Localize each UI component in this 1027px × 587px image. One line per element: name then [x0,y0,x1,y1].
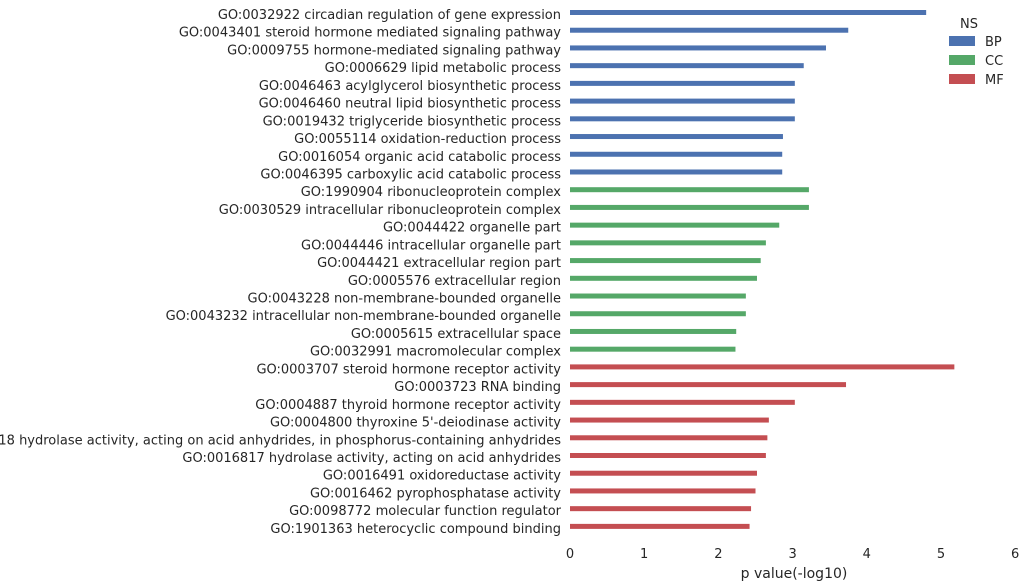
category-label: GO:0043232 intracellular non-membrane-bo… [166,309,561,324]
legend: NS BP CC MF [949,17,1004,88]
legend-label-mf: MF [985,73,1004,88]
category-label: GO:0043401 steroid hormone mediated sign… [179,26,561,41]
bar-mf [570,382,847,388]
x-tick-label: 4 [863,547,871,562]
legend-swatch-bp [949,36,975,46]
category-label: GO:0044422 organelle part [383,221,561,236]
x-axis-title: p value(-log10) [741,566,848,582]
bar-mf [570,399,795,405]
legend-swatch-cc [949,55,975,65]
legend-label-bp: BP [985,35,1002,50]
bar-mf [570,488,756,494]
category-label: GO:0006629 lipid metabolic process [325,61,562,76]
bar-bp [570,80,795,86]
category-labels: GO:0032922 circadian regulation of gene … [0,8,562,537]
category-label: GO:0046395 carboxylic acid catabolic pro… [260,167,561,182]
bar-mf [570,523,750,529]
category-label: GO:0032922 circadian regulation of gene … [218,8,561,23]
category-label: GO:0055114 oxidation-reduction process [294,132,561,147]
bar-bp [570,27,849,33]
bar-bp [570,10,927,15]
category-label: GO:0003707 steroid hormone receptor acti… [256,362,561,377]
category-label: GO:0003723 RNA binding [394,380,561,395]
legend-swatch-mf [949,74,975,84]
category-label: GO:0004887 thyroid hormone receptor acti… [255,398,561,413]
x-tick-label: 0 [566,547,574,562]
bar-cc [570,258,761,264]
bar-cc [570,293,746,299]
x-tick-label: 6 [1011,547,1019,562]
bar-cc [570,204,809,210]
category-label: GO:0016817 hydrolase activity, acting on… [182,451,561,466]
category-label: GO:0005615 extracellular space [351,327,561,342]
x-axis-ticks: 0 1 2 3 4 5 6 [566,547,1019,562]
bars [570,10,955,529]
category-label: GO:0043228 non-membrane-bounded organell… [248,292,562,307]
category-label: GO:0030529 intracellular ribonucleoprote… [219,203,562,218]
bar-bp [570,45,826,51]
bar-cc [570,275,757,281]
bar-bp [570,63,804,69]
bar-cc [570,346,736,352]
x-tick-label: 3 [788,547,796,562]
bar-mf [570,364,955,370]
category-label: GO:0004800 thyroxine 5'-deiodinase activ… [270,416,561,431]
category-label: GO:1990904 ribonucleoprotein complex [301,185,562,200]
bar-bp [570,169,783,175]
category-label: GO:1901363 heterocyclic compound binding [270,522,561,537]
legend-label-cc: CC [985,54,1003,69]
category-label: GO:0046463 acylglycerol biosynthetic pro… [259,79,561,94]
bar-mf [570,435,768,441]
bar-cc [570,240,766,246]
x-tick-label: 5 [937,547,945,562]
x-tick-label: 2 [714,547,722,562]
bar-mf [570,453,766,458]
category-label: GO:0044421 extracellular region part [317,256,561,271]
bar-cc [570,222,780,228]
legend-title: NS [960,17,978,32]
bar-mf [570,470,757,476]
x-tick-label: 1 [640,547,648,562]
category-label: GO:0032991 macromolecular complex [310,345,561,360]
bar-mf [570,506,752,512]
bar-cc [570,187,809,193]
category-label: GO:0016818 hydrolase activity, acting on… [0,433,561,448]
bar-bp [570,98,795,104]
category-label: GO:0005576 extracellular region [348,274,561,289]
category-label: GO:0009755 hormone-mediated signaling pa… [227,43,561,58]
bar-mf [570,417,769,423]
bar-bp [570,151,783,157]
category-label: GO:0019432 triglyceride biosynthetic pro… [263,114,562,129]
category-label: GO:0016054 organic acid catabolic proces… [278,150,561,165]
bar-bp [570,134,783,140]
category-label: GO:0044446 intracellular organelle part [301,238,561,253]
bar-cc [570,328,737,334]
bar-bp [570,116,795,122]
bar-cc [570,311,746,317]
category-label: GO:0016491 oxidoreductase activity [323,469,561,484]
category-label: GO:0098772 molecular function regulator [289,504,562,519]
category-label: GO:0046460 neutral lipid biosynthetic pr… [259,97,562,112]
category-label: GO:0016462 pyrophosphatase activity [310,486,561,501]
